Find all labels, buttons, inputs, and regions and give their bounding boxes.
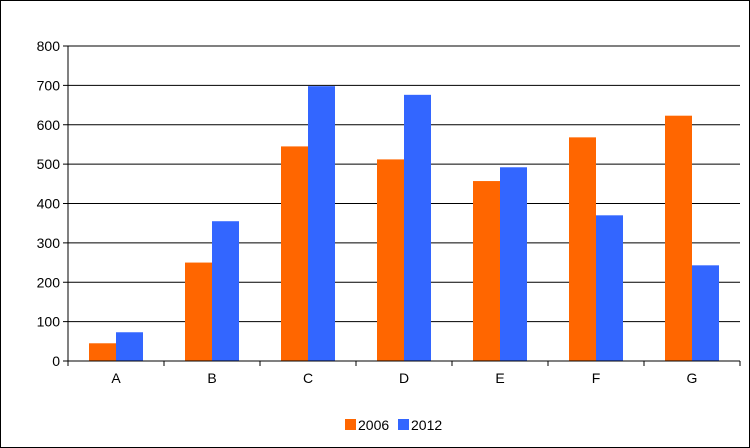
y-tick-label: 300 bbox=[37, 235, 61, 251]
bar-2012-F bbox=[596, 215, 623, 361]
x-tick-labels: A B C D E F G bbox=[111, 370, 697, 386]
x-tick-label: G bbox=[687, 370, 698, 386]
bar-2012-G bbox=[692, 265, 719, 361]
legend: 2006 2012 bbox=[345, 417, 442, 433]
x-tick-label: C bbox=[303, 370, 313, 386]
y-tick-label: 200 bbox=[37, 274, 61, 290]
y-tick-label: 700 bbox=[37, 77, 61, 93]
bar-2012-B bbox=[212, 221, 239, 361]
bar-2006-E bbox=[473, 181, 500, 361]
bar-2006-B bbox=[185, 262, 212, 361]
legend-label: 2006 bbox=[358, 417, 389, 433]
x-tick-label: E bbox=[495, 370, 504, 386]
bars bbox=[89, 86, 719, 361]
y-tick-label: 400 bbox=[37, 196, 61, 212]
x-tick-label: F bbox=[592, 370, 601, 386]
legend-label: 2012 bbox=[411, 417, 442, 433]
legend-swatch-2012 bbox=[398, 419, 409, 430]
y-tick-label: 100 bbox=[37, 314, 61, 330]
y-tick-label: 500 bbox=[37, 156, 61, 172]
bar-2012-A bbox=[116, 332, 143, 361]
legend-swatch-2006 bbox=[345, 419, 356, 430]
bar-2006-C bbox=[281, 146, 308, 361]
bar-2006-F bbox=[569, 137, 596, 361]
x-tick-label: B bbox=[207, 370, 216, 386]
bar-2012-E bbox=[500, 167, 527, 361]
bar-2006-G bbox=[665, 115, 692, 361]
y-tick-label: 800 bbox=[37, 38, 61, 54]
y-tick-labels: 0 100 200 300 400 500 600 700 800 bbox=[37, 38, 61, 369]
bar-2006-D bbox=[377, 159, 404, 361]
y-tick-label: 600 bbox=[37, 117, 61, 133]
bar-2012-D bbox=[404, 94, 431, 361]
axes bbox=[63, 45, 741, 366]
x-tick-label: D bbox=[399, 370, 409, 386]
x-tick-label: A bbox=[111, 370, 121, 386]
bar-2006-A bbox=[89, 343, 116, 361]
y-tick-label: 0 bbox=[52, 353, 60, 369]
bar-2012-C bbox=[308, 86, 335, 361]
